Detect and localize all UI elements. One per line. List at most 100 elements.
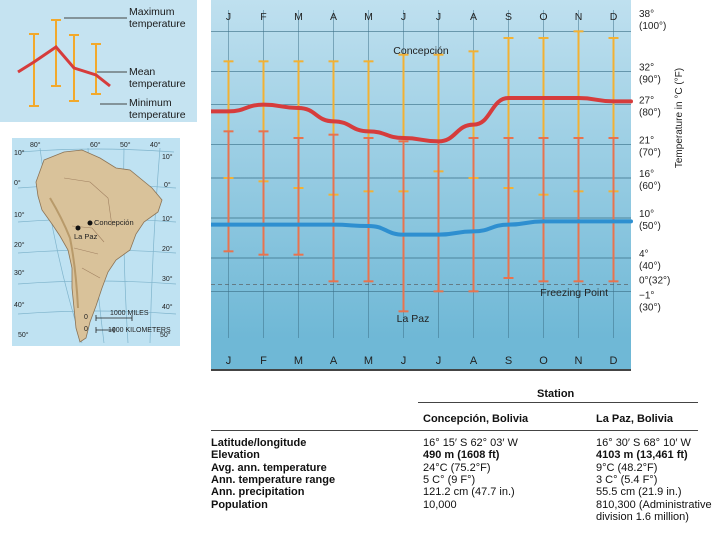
- legend-error-bars: [29, 19, 101, 107]
- x-tick-label-top: A: [330, 11, 337, 23]
- x-tick-label-top: M: [364, 11, 373, 23]
- y-tick-label-c: 32°: [639, 62, 654, 73]
- legend-diagram: [17, 17, 127, 107]
- map-lon-80: 80°: [30, 142, 41, 149]
- legend-min-label: Minimum temperature: [129, 97, 186, 121]
- south-america-landmass: [35, 149, 163, 343]
- map-scale-km: 1000 KILOMETERS: [108, 327, 171, 334]
- table-col2-header: La Paz, Bolivia: [596, 413, 674, 425]
- map-lat-left-10n: 10°: [14, 150, 25, 157]
- table-cell-lapaz: 16° 30′ S 68° 10′ W: [596, 437, 691, 449]
- table-cell-concepcion: 10,000: [423, 498, 457, 511]
- table-top-rule: [211, 369, 631, 371]
- freezing-point-label: Freezing Point: [540, 287, 608, 299]
- y-tick-label-c: 27°: [639, 96, 654, 107]
- y-tick-label-f: (60°): [639, 181, 661, 192]
- y-tick-label-c: 21°: [639, 136, 654, 147]
- map-lon-50: 50°: [120, 142, 131, 149]
- x-tick-label-bottom: M: [294, 355, 303, 367]
- x-tick-label-top: J: [436, 11, 441, 23]
- map-lat-left-40s: 40°: [14, 302, 25, 309]
- y-tick-label-c: 16°: [639, 169, 654, 180]
- map-scale-bar: [95, 315, 133, 333]
- table-body-rule: [211, 430, 698, 431]
- map-lat-left-20s: 20°: [14, 242, 25, 249]
- map-scale-miles: 1000 MILES: [110, 310, 149, 317]
- chart-bottom-band: [211, 338, 631, 371]
- y-tick-label-f: (70°): [639, 148, 661, 159]
- chart-ticks: J J F F M M A A M M J J J J A A S S O O N N D D 38°(100°) 32°(90°…: [226, 9, 671, 367]
- y-tick-label-c: 38°: [639, 9, 654, 20]
- legend-panel: Maximum temperature Mean temperature Min…: [0, 0, 197, 122]
- x-tick-label-bottom: J: [226, 355, 232, 367]
- x-tick-label-top: N: [575, 11, 583, 23]
- legend-max-label: Maximum temperature: [129, 6, 186, 30]
- map-lat-left-0: 0°: [14, 180, 21, 187]
- table-cell-lapaz: 9°C (48.2°F): [596, 461, 658, 474]
- map-lat-right-10n: 10°: [162, 154, 173, 161]
- x-tick-label-top: M: [294, 11, 303, 23]
- x-tick-label-bottom: J: [401, 355, 407, 367]
- map-lat-left-10s: 10°: [14, 212, 25, 219]
- x-tick-label-bottom: D: [610, 355, 618, 367]
- y-axis-label: Temperature in °C (°F): [674, 68, 685, 168]
- table-row-label: Avg. ann. temperature: [211, 461, 327, 474]
- x-tick-label-top: J: [401, 11, 406, 23]
- y-tick-label-f: (100°): [639, 21, 666, 32]
- table-row-label: Population: [211, 498, 268, 511]
- concepcion-marker: [87, 220, 93, 226]
- map-lat-right-10s: 10°: [162, 216, 173, 223]
- map-lat-right-30s: 30°: [162, 276, 173, 283]
- series-label-lapaz: La Paz: [397, 313, 430, 325]
- legend-mean-label: Mean temperature: [129, 66, 186, 90]
- map-lat-left-50s: 50°: [18, 332, 29, 339]
- x-tick-label-top: J: [226, 11, 231, 23]
- chart-plot-background: [211, 0, 631, 338]
- table-station-header: Station: [537, 388, 575, 400]
- series-label-concepcion: Concepción: [393, 45, 449, 57]
- table-cell-concepcion: 5 C° (9 F°): [423, 473, 476, 486]
- map-lat-right-0: 0°: [164, 182, 171, 189]
- y-tick-label-c: 10°: [639, 209, 654, 220]
- x-tick-label-top: S: [505, 11, 512, 23]
- chart-mean-lines: [211, 96, 633, 237]
- mean-line-lapaz: [211, 219, 633, 237]
- table-cell-concepcion: 16° 15′ S 62° 03′ W: [423, 437, 518, 449]
- x-tick-label-bottom: A: [330, 355, 338, 367]
- y-tick-label-f: (40°): [639, 261, 661, 272]
- table-population-extra: division 1.6 million): [596, 511, 689, 523]
- legend-mean-line: [17, 45, 111, 88]
- map-scale-zero-miles: 0: [84, 314, 88, 321]
- temperature-chart: J J F F M M A A M M J J J J A A S S O O N N D D 38°(100°) 32°(90°…: [211, 0, 685, 371]
- x-tick-label-top: A: [470, 11, 477, 23]
- lapaz-marker: [75, 225, 81, 231]
- x-tick-label-top: F: [260, 11, 266, 23]
- table-cell-lapaz: 810,300 (Administrative: [596, 498, 712, 511]
- table-cell-concepcion: 24°C (75.2°F): [423, 461, 491, 474]
- map-lon-60: 60°: [90, 142, 101, 149]
- y-tick-label-f: (30°): [639, 302, 661, 313]
- table-row-label: Latitude/longitude: [211, 437, 307, 449]
- y-tick-label-c: 0°(32°): [639, 276, 670, 287]
- y-tick-label-f: (50°): [639, 221, 661, 232]
- table-header-rule: [418, 402, 698, 403]
- map-lat-left-30s: 30°: [14, 270, 25, 277]
- y-tick-label-c: −1°: [639, 290, 654, 301]
- x-tick-label-bottom: S: [505, 355, 512, 367]
- x-tick-label-bottom: O: [539, 355, 548, 367]
- y-tick-label-f: (80°): [639, 108, 661, 119]
- x-tick-label-bottom: F: [260, 355, 267, 367]
- chart-grid: [211, 10, 631, 338]
- x-tick-label-top: D: [610, 11, 618, 23]
- x-tick-label-bottom: N: [575, 355, 583, 367]
- map-scale-zero-km: 0: [84, 326, 88, 333]
- x-tick-label-top: O: [539, 11, 547, 23]
- table-row-label: Ann. precipitation: [211, 486, 305, 499]
- south-america-map: 80° 60° 50° 40° 10° 0° 10° 20° 30° 40° 5…: [12, 138, 180, 346]
- x-tick-label-bottom: M: [364, 355, 373, 367]
- map-lapaz-label: La Paz: [74, 232, 98, 241]
- table-cell-lapaz: 55.5 cm (21.9 in.): [596, 486, 682, 499]
- map-concepcion-label: Concepción: [94, 218, 134, 227]
- table-row-label: Ann. temperature range: [211, 473, 336, 486]
- map-lat-right-20s: 20°: [162, 246, 173, 253]
